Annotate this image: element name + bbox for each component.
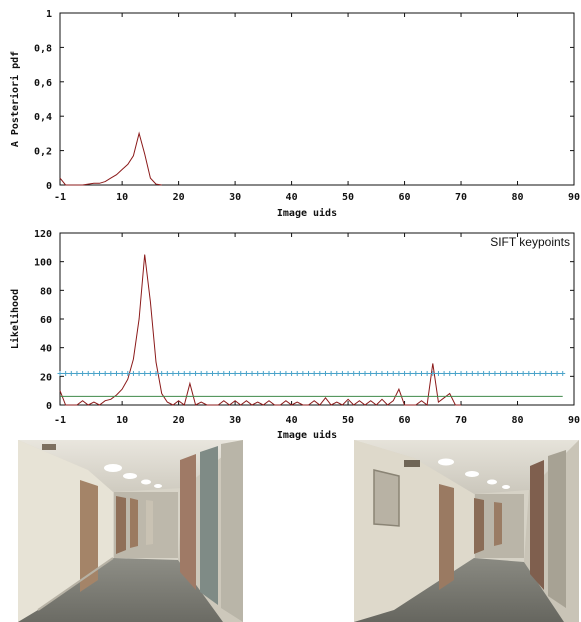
charts-figure: -1 10 20 30 40 50 60 70 80 90 0 0,2 0,4 0,6 0,8 1 Image … — [9, 9, 580, 441]
y-tick-label: 120 — [34, 229, 52, 240]
likelihood-chart: -1 10 20 30 40 50 60 70 80 90 0 20 40 60 80 100 120 Image… — [9, 229, 580, 441]
x-tick-label: 80 — [511, 415, 523, 426]
x-tick-label: 40 — [286, 415, 298, 426]
x-tick-label: 40 — [286, 192, 298, 203]
y-tick-label: 0,2 — [34, 147, 52, 158]
x-axis-label: Image uids — [277, 429, 337, 441]
series-line-0-0 — [59, 131, 162, 186]
y-tick-label: 0 — [46, 181, 52, 192]
x-tick-label: 70 — [455, 415, 467, 426]
y-tick-label: 20 — [40, 372, 52, 383]
x-tick-label: 30 — [229, 415, 241, 426]
series-line-sift-keypoints — [59, 254, 461, 406]
x-tick-label: 30 — [229, 192, 241, 203]
x-tick-label: 10 — [116, 192, 128, 203]
y-tick-label: 60 — [40, 315, 52, 326]
x-tick-label: 60 — [399, 192, 411, 203]
legend-entry: SIFT keypoints — [490, 235, 570, 249]
x-tick-label: -1 — [54, 415, 66, 426]
x-tick-label: 20 — [173, 415, 185, 426]
x-tick-label: 80 — [511, 192, 523, 203]
x-tick-label: 90 — [568, 415, 580, 426]
corridor-photo-right — [354, 440, 579, 622]
corridor-photo-left — [18, 440, 243, 622]
y-tick-label: 100 — [34, 258, 52, 269]
x-tick-label: 20 — [173, 192, 185, 203]
y-tick-label: 80 — [40, 286, 52, 297]
y-tick-label: 1 — [46, 9, 52, 20]
y-axis-label: Likelihood — [9, 289, 21, 349]
y-tick-label: 0,8 — [34, 43, 52, 54]
x-axis-label: Image uids — [277, 207, 337, 219]
x-tick-label: 50 — [342, 192, 354, 203]
y-tick-label: 0,6 — [34, 78, 52, 89]
x-tick-label: 70 — [455, 192, 467, 203]
posterior-pdf-chart: -1 10 20 30 40 50 60 70 80 90 0 0,2 0,4 0,6 0,8 1 Image … — [9, 9, 580, 219]
y-tick-label: 40 — [40, 344, 52, 355]
x-tick-label: 90 — [568, 192, 580, 203]
x-tick-label: 10 — [116, 415, 128, 426]
y-tick-label: 0 — [46, 401, 52, 412]
y-axis-label: A Posteriori pdf — [9, 51, 21, 147]
x-tick-label: 50 — [342, 415, 354, 426]
plot-frame — [59, 232, 575, 406]
x-tick-label: 60 — [399, 415, 411, 426]
y-tick-label: 0,4 — [34, 112, 52, 123]
x-tick-label: -1 — [54, 192, 66, 203]
plot-frame — [59, 12, 575, 186]
